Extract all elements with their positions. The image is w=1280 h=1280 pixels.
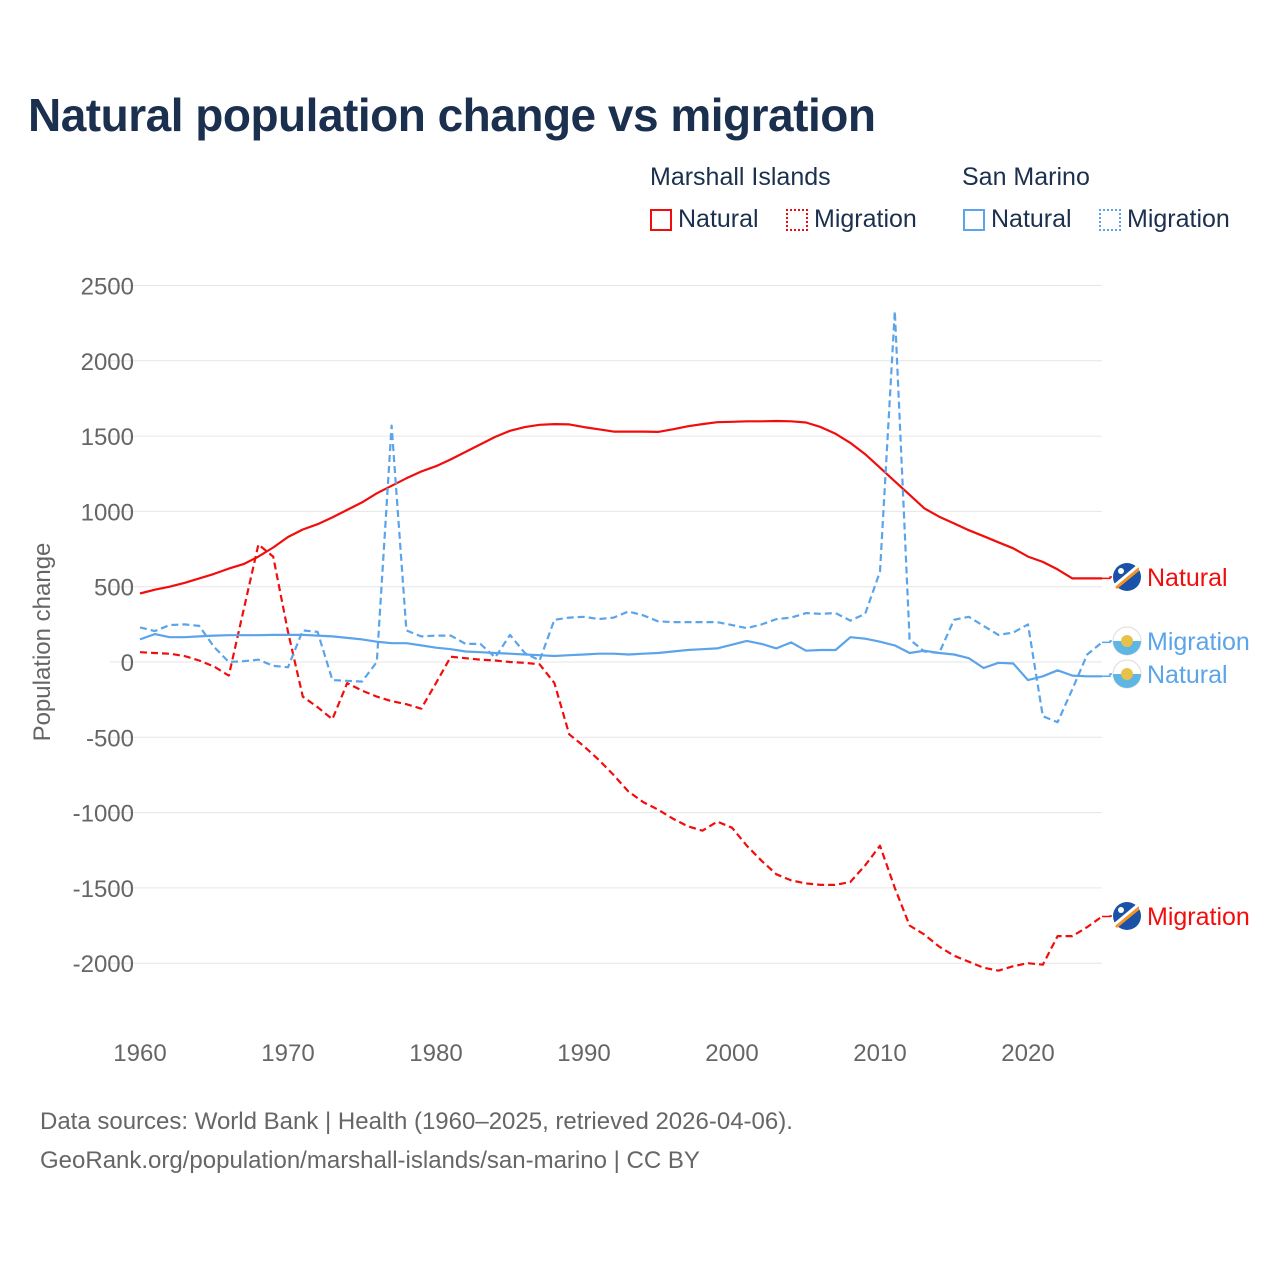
flag-emblem — [1121, 668, 1133, 680]
flag-emblem — [1121, 635, 1133, 647]
label-connector — [1102, 915, 1112, 918]
x-tick-label: 1970 — [261, 1040, 314, 1067]
legend-swatch-solid-blue — [963, 208, 985, 231]
y-tick-label: 500 — [94, 575, 134, 602]
marshall-islands-flag-icon — [1113, 902, 1141, 930]
legend-item-sanmarino-natural[interactable]: Natural — [963, 205, 1072, 234]
flag-star — [1118, 907, 1124, 913]
label-connector — [1102, 673, 1112, 678]
legend-swatch-solid-red — [650, 208, 672, 231]
y-tick-label: -1500 — [73, 876, 134, 903]
y-tick-label: -1000 — [73, 801, 134, 828]
x-tick-label: 2020 — [1001, 1040, 1054, 1067]
legend-group-san-marino: San Marino — [962, 163, 1090, 191]
y-tick-label: 1000 — [81, 499, 134, 526]
y-tick-label: -500 — [86, 725, 134, 752]
y-tick-label: -2000 — [73, 951, 134, 978]
x-tick-label: 1960 — [113, 1040, 166, 1067]
legend-item-sanmarino-migration[interactable]: Migration — [1099, 205, 1230, 234]
label-connector — [1102, 640, 1112, 644]
series-line-marshall-islands-natural — [139, 419, 1102, 595]
y-tick-label: 2000 — [81, 349, 134, 376]
legend-item-marshall-natural[interactable]: Natural — [650, 205, 759, 234]
flag-lower — [1113, 674, 1141, 688]
y-tick-label: 0 — [121, 650, 134, 677]
legend-swatch-dotted-red — [786, 208, 808, 231]
series-end-label: Migration — [1147, 903, 1250, 931]
legend-item-marshall-migration[interactable]: Migration — [786, 205, 917, 234]
series-line-san-marino-natural — [139, 632, 1102, 682]
legend-group-marshall-islands: Marshall Islands — [650, 163, 831, 191]
legend-swatch-dotted-blue — [1099, 208, 1121, 231]
chart-title: Natural population change vs migration — [28, 89, 876, 141]
x-tick-label: 1980 — [409, 1040, 462, 1067]
label-connector — [1102, 576, 1112, 580]
series-end-label: Natural — [1147, 661, 1228, 689]
legend-label: Migration — [1127, 205, 1230, 233]
y-axis-label: Population change — [29, 543, 56, 742]
x-tick-label: 1990 — [557, 1040, 610, 1067]
flag-star — [1118, 568, 1124, 574]
marshall-islands-flag-icon — [1113, 563, 1141, 591]
legend-label: Natural — [991, 205, 1072, 233]
san-marino-flag-icon — [1112, 626, 1142, 656]
y-tick-label: 2500 — [81, 274, 134, 301]
x-tick-label: 2000 — [705, 1040, 758, 1067]
flag-stripe — [1115, 567, 1139, 589]
x-tick-label: 2010 — [853, 1040, 906, 1067]
legend-label: Natural — [678, 205, 759, 233]
flag-stripe — [1115, 906, 1139, 928]
series-end-label: Migration — [1147, 628, 1250, 656]
flag-stripe — [1114, 564, 1139, 587]
flag-stripe — [1114, 903, 1139, 926]
series-end-label: Natural — [1147, 564, 1228, 592]
footer-sources: Data sources: World Bank | Health (1960–… — [40, 1108, 793, 1135]
y-tick-label: 1500 — [81, 424, 134, 451]
flag-lower — [1113, 641, 1141, 655]
san-marino-flag-icon — [1112, 659, 1142, 689]
series-line-san-marino-migration — [139, 310, 1103, 724]
legend-label: Migration — [814, 205, 917, 233]
footer-link[interactable]: GeoRank.org/population/marshall-islands/… — [40, 1147, 700, 1174]
series-line-marshall-islands-migration — [139, 543, 1103, 972]
